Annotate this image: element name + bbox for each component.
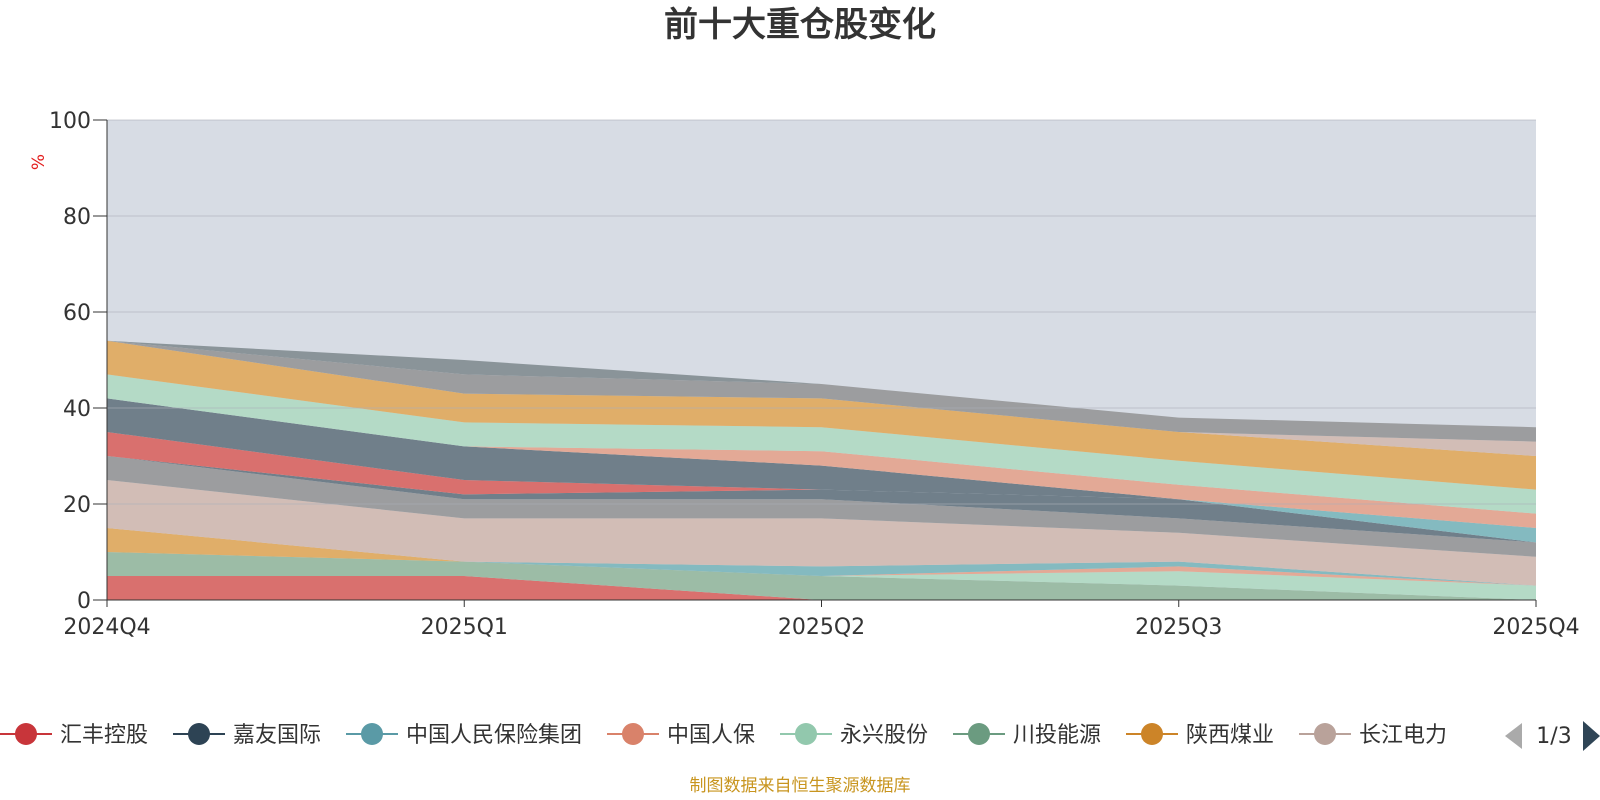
area-series-6	[107, 528, 1536, 586]
x-tick-label: 2024Q4	[63, 615, 150, 640]
legend-marker	[188, 723, 210, 745]
legend-marker	[622, 723, 644, 745]
area-series-13	[107, 398, 1536, 528]
legend-marker	[361, 723, 383, 745]
area-series-16	[107, 340, 1536, 456]
legend-prev-page-icon[interactable]	[1505, 723, 1522, 749]
x-tick-label: 2025Q1	[421, 615, 508, 640]
area-series-5	[107, 552, 1536, 586]
legend-item-5[interactable]: 川投能源	[953, 723, 1101, 748]
legend-marker	[1141, 723, 1163, 745]
x-tick-label: 2025Q2	[778, 615, 865, 640]
source-note: 制图数据来自恒生聚源数据库	[690, 776, 911, 796]
legend-marker	[15, 723, 37, 745]
y-axis-ticks: 0 20 40 60 80 100	[49, 109, 107, 614]
area-series-17	[107, 340, 1536, 442]
legend-label: 陕西煤业	[1186, 723, 1274, 748]
legend-label: 永兴股份	[840, 723, 928, 748]
area-series-15	[107, 340, 1536, 490]
legend-item-3[interactable]: 中国人保	[607, 723, 755, 748]
gridlines	[107, 119, 1536, 505]
legend-label: 汇丰控股	[60, 723, 148, 748]
chart-title: 前十大重仓股变化	[664, 5, 936, 45]
legend-label: 中国人保	[667, 723, 755, 748]
x-tick-label: 2025Q4	[1492, 615, 1579, 640]
x-tick-label: 2025Q3	[1135, 615, 1222, 640]
legend-item-2[interactable]: 中国人民保险集团	[346, 723, 582, 748]
area-series-0	[107, 576, 1536, 600]
legend-item-0[interactable]: 汇丰控股	[0, 723, 148, 748]
legend-item-4[interactable]: 永兴股份	[780, 723, 928, 748]
x-axis-ticks: 2024Q4 2025Q1 2025Q2 2025Q3 2025Q4	[63, 600, 1580, 640]
area-series-12	[107, 398, 1536, 528]
legend-items: 汇丰控股 嘉友国际 中国人民保险集团 中国人保 永兴股份 川投能源 陕西煤业 长江电力	[0, 723, 1447, 748]
legend-item-1[interactable]: 嘉友国际	[173, 723, 321, 748]
legend-marker	[1314, 723, 1336, 745]
legend-label: 川投能源	[1013, 723, 1101, 748]
y-tick-label: 0	[77, 589, 91, 614]
legend-label: 中国人民保险集团	[406, 723, 582, 748]
legend: 汇丰控股 嘉友国际 中国人民保险集团 中国人保 永兴股份 川投能源 陕西煤业 长江电力 1/3	[0, 721, 1600, 751]
y-tick-label: 20	[63, 493, 91, 518]
legend-label: 长江电力	[1359, 723, 1447, 748]
legend-page-indicator: 1/3	[1536, 724, 1571, 749]
area-series-7	[107, 480, 1536, 586]
y-tick-label: 40	[63, 397, 91, 422]
legend-next-page-icon[interactable]	[1583, 721, 1600, 751]
area-series-18	[107, 340, 1536, 428]
legend-marker	[968, 723, 990, 745]
y-tick-label: 80	[63, 205, 91, 230]
legend-item-7[interactable]: 长江电力	[1299, 723, 1447, 748]
area-series-14	[107, 374, 1536, 514]
area-series-8	[107, 456, 1536, 557]
y-axis-unit: %	[29, 154, 49, 170]
legend-item-6[interactable]: 陕西煤业	[1126, 723, 1274, 748]
y-tick-label: 60	[63, 301, 91, 326]
y-tick-label: 100	[49, 109, 91, 134]
area-series-group	[107, 340, 1536, 600]
legend-marker	[795, 723, 817, 745]
legend-label: 嘉友国际	[233, 723, 321, 748]
area-series-9	[107, 456, 1536, 543]
area-series-11	[107, 432, 1536, 528]
